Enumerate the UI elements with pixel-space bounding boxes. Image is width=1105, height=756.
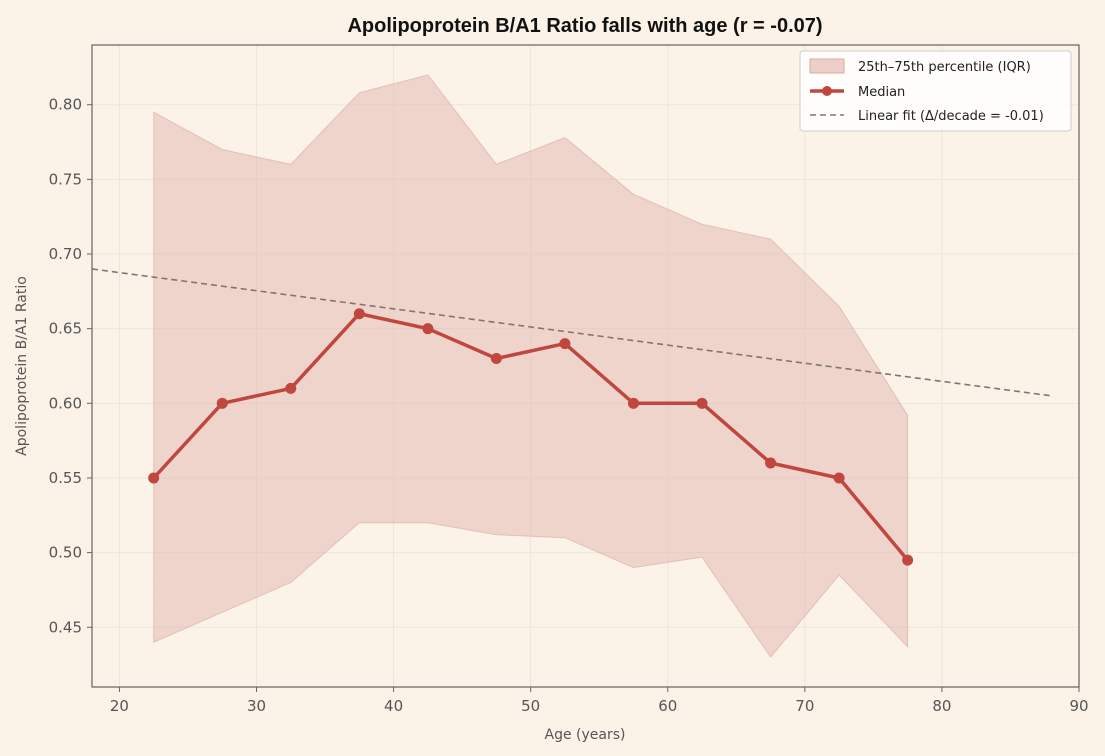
median-point bbox=[148, 472, 160, 484]
median-point bbox=[216, 397, 228, 409]
iqr-band bbox=[153, 74, 909, 658]
median-point bbox=[285, 382, 297, 394]
y-tick-label: 0.60 bbox=[49, 394, 82, 412]
y-tick-label: 0.75 bbox=[49, 170, 82, 188]
x-tick-label: 20 bbox=[110, 697, 129, 715]
legend: 25th–75th percentile (IQR) Median Linear… bbox=[799, 50, 1072, 132]
x-tick-label: 50 bbox=[521, 697, 540, 715]
median-point bbox=[696, 397, 708, 409]
x-tick-label: 60 bbox=[658, 697, 677, 715]
median-point bbox=[833, 472, 845, 484]
x-tick-label: 70 bbox=[795, 697, 814, 715]
y-tick-label: 0.45 bbox=[49, 618, 82, 636]
y-axis: 0.45 0.50 0.55 0.60 0.65 0.70 0.75 0.80 bbox=[49, 96, 92, 636]
legend-fit-label: Linear fit (Δ/decade = -0.01) bbox=[858, 109, 1044, 124]
y-tick-label: 0.50 bbox=[49, 544, 82, 562]
median-point bbox=[490, 353, 502, 365]
y-tick-label: 0.80 bbox=[49, 96, 82, 114]
median-line bbox=[152, 311, 909, 562]
x-axis: 20 30 40 50 60 70 80 90 bbox=[110, 687, 1089, 715]
linear-fit-line bbox=[91, 268, 1052, 397]
chart-title: Apolipoprotein B/A1 Ratio falls with age… bbox=[347, 15, 822, 37]
y-tick-label: 0.65 bbox=[49, 320, 82, 338]
plot-frame bbox=[91, 44, 1080, 688]
y-axis-label: Apolipoprotein B/A1 Ratio bbox=[14, 276, 30, 456]
median-point bbox=[353, 308, 365, 320]
y-tick-label: 0.70 bbox=[49, 245, 82, 263]
legend-median-label: Median bbox=[858, 85, 905, 100]
legend-iqr-swatch bbox=[809, 58, 845, 74]
legend-iqr-label: 25th–75th percentile (IQR) bbox=[858, 60, 1031, 75]
median-point bbox=[627, 397, 639, 409]
median-point bbox=[559, 338, 571, 350]
median-point bbox=[902, 554, 914, 566]
legend-median-marker bbox=[822, 86, 832, 96]
x-tick-label: 40 bbox=[384, 697, 403, 715]
y-tick-label: 0.55 bbox=[49, 469, 82, 487]
x-tick-label: 90 bbox=[1069, 697, 1088, 715]
x-axis-label: Age (years) bbox=[545, 727, 626, 743]
median-point bbox=[765, 457, 777, 469]
legend-box bbox=[799, 50, 1072, 132]
median-points bbox=[148, 308, 914, 566]
x-tick-label: 30 bbox=[247, 697, 266, 715]
x-tick-label: 80 bbox=[932, 697, 951, 715]
median-point bbox=[422, 323, 434, 335]
